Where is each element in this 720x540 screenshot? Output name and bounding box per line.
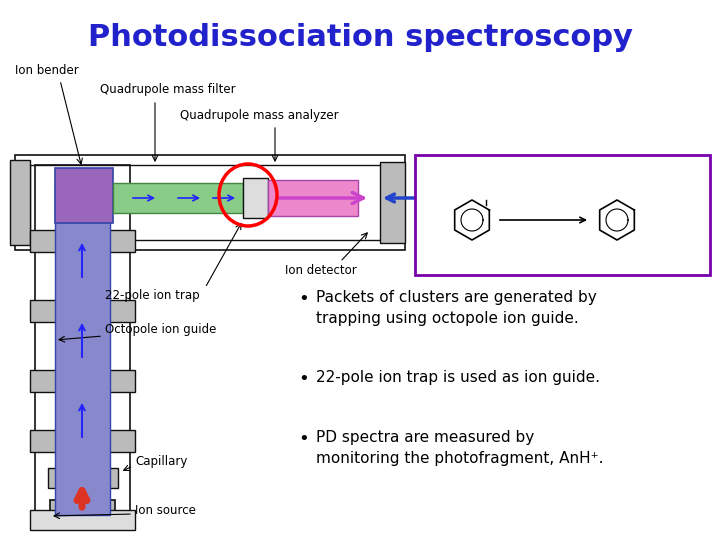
Bar xyxy=(50,500,115,530)
Text: Capillary: Capillary xyxy=(135,456,187,469)
Bar xyxy=(30,230,135,252)
Text: Photodissociation spectroscopy: Photodissociation spectroscopy xyxy=(88,24,632,52)
Text: •: • xyxy=(298,430,309,448)
Text: 22-pole ion trap is used as ion guide.: 22-pole ion trap is used as ion guide. xyxy=(316,370,600,385)
Bar xyxy=(30,370,135,392)
Bar xyxy=(55,168,113,223)
Text: 22-pole ion trap: 22-pole ion trap xyxy=(105,288,199,301)
Bar xyxy=(113,183,243,213)
Bar xyxy=(415,155,710,275)
Bar xyxy=(30,300,135,322)
Bar xyxy=(30,430,135,452)
Bar xyxy=(380,162,405,243)
Text: PD spectra are measured by
monitoring the photofragment, AnH⁺.: PD spectra are measured by monitoring th… xyxy=(316,430,603,466)
Text: Ion bender: Ion bender xyxy=(15,64,78,77)
Text: Quadrupole mass analyzer: Quadrupole mass analyzer xyxy=(180,109,338,122)
Bar xyxy=(10,160,30,245)
Text: Octopole ion guide: Octopole ion guide xyxy=(105,323,217,336)
Text: Quadrupole mass filter: Quadrupole mass filter xyxy=(100,84,235,97)
Text: Ion detector: Ion detector xyxy=(285,264,356,276)
Text: •: • xyxy=(298,370,309,388)
Text: •: • xyxy=(298,290,309,308)
Bar xyxy=(30,165,395,240)
Bar xyxy=(15,155,405,250)
Text: + (H₂O): + (H₂O) xyxy=(644,219,690,232)
Text: Packets of clusters are generated by
trapping using octopole ion guide.: Packets of clusters are generated by tra… xyxy=(316,290,597,326)
Bar xyxy=(35,165,130,520)
Text: NH₃⁺···(H₂O): NH₃⁺···(H₂O) xyxy=(438,158,506,168)
Bar xyxy=(243,178,268,218)
Bar xyxy=(30,510,135,530)
Bar xyxy=(268,180,358,216)
Bar xyxy=(55,180,110,515)
Bar xyxy=(48,468,118,488)
Text: hν: hν xyxy=(536,199,552,212)
Text: Ion source: Ion source xyxy=(135,503,196,516)
Text: NH₃⁺: NH₃⁺ xyxy=(603,158,631,168)
Text: UV or IR: UV or IR xyxy=(435,186,491,200)
